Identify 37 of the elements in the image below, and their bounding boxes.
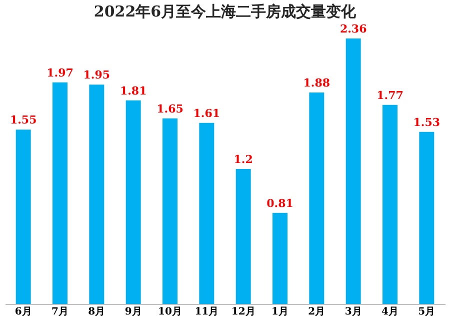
data-label: 0.81 — [266, 196, 294, 210]
x-tick-label: 5月 — [418, 306, 436, 318]
data-label: 2.36 — [340, 22, 368, 36]
bar — [16, 130, 31, 304]
data-label: 1.95 — [83, 68, 110, 82]
bar — [162, 118, 178, 304]
bar — [419, 132, 434, 304]
data-label: 1.97 — [46, 66, 74, 80]
data-label: 1.81 — [120, 84, 147, 98]
x-tick-label: 10月 — [158, 306, 182, 318]
x-tick-label: 12月 — [231, 306, 256, 318]
bar — [346, 38, 361, 304]
x-tick-label: 9月 — [124, 306, 142, 318]
bar — [309, 92, 324, 304]
bar — [382, 104, 398, 304]
bar — [126, 100, 141, 304]
data-label: 1.55 — [10, 114, 37, 127]
bar — [272, 212, 288, 304]
data-label: 1.2 — [234, 153, 253, 166]
bar — [52, 82, 68, 304]
x-tick-label: 6月 — [14, 306, 32, 318]
x-tick-label: 4月 — [382, 306, 398, 318]
x-tick-label: 2月 — [308, 306, 326, 318]
data-label: 1.77 — [376, 88, 404, 102]
bar — [236, 169, 251, 304]
data-label: 1.53 — [413, 116, 440, 129]
x-tick-label: 8月 — [88, 306, 106, 318]
x-tick-label: 11月 — [194, 306, 219, 318]
data-label: 1.65 — [156, 102, 184, 116]
data-label: 1.88 — [303, 76, 330, 90]
x-tick-label: 3月 — [344, 306, 362, 318]
x-tick-label: 7月 — [52, 306, 68, 318]
x-tick-label: 1月 — [272, 306, 288, 318]
bar — [199, 122, 214, 304]
chart-title: 2022年6月至今上海二手房成交量变化 — [94, 2, 358, 20]
bar — [89, 84, 104, 304]
data-label: 1.61 — [193, 106, 220, 120]
